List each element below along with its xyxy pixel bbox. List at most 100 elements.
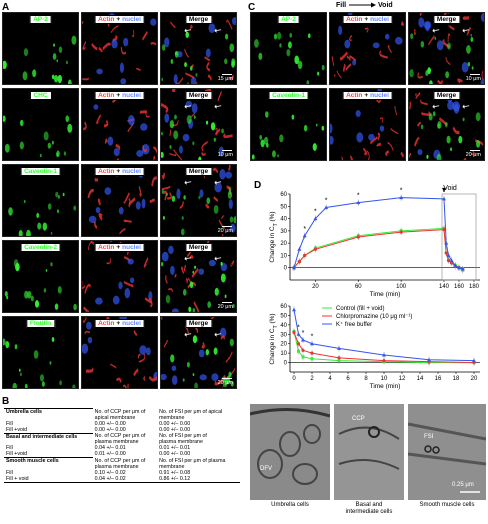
data-point: [310, 357, 314, 361]
micrograph: AP-2: [250, 12, 327, 85]
micrograph: Flotilin: [2, 316, 79, 389]
data-point: [382, 359, 386, 363]
significance-star: *: [303, 226, 306, 233]
table-row: Fill +void 0.00 +/– 0.00 0.00 +/– 0.00: [6, 426, 191, 433]
micrograph: Actin + nuclei: [81, 316, 158, 389]
data-point: [297, 247, 302, 251]
x-tick-label: 2: [310, 376, 314, 382]
merge-label: Merge: [432, 91, 461, 100]
zoom-box: [441, 193, 477, 281]
micrograph: Merge ↙ ↙ 20 μm: [160, 164, 237, 237]
micrograph: AP-2: [2, 12, 79, 85]
x-tick-label: 6: [346, 376, 350, 382]
data-point: [292, 330, 296, 334]
micrograph: Merge ↙ ↙ 20 μm: [160, 316, 237, 389]
data-point: [444, 251, 448, 255]
micrograph: Actin + nuclei: [81, 88, 158, 161]
scale-label: 10 μm: [217, 152, 233, 158]
marker-label: CHC: [29, 91, 52, 100]
table-row: Fill 0.10 +/– 0.02 0.91 +/– 0.08: [6, 469, 191, 476]
marker-label: Flotilin: [25, 319, 56, 328]
data-point: [296, 332, 301, 336]
em-caption-smooth: Smooth muscle cells: [419, 502, 475, 508]
micrograph: Actin + nuclei: [81, 240, 158, 313]
data-point: [302, 233, 307, 238]
dfv-label: DFV: [260, 466, 272, 472]
scale-label: 20 μm: [217, 380, 233, 386]
chart-void-detail: 0 10 20 30 40 50 60 0 2 4 6 8 10 12 14 16 18 20 Time (min)…: [269, 304, 480, 390]
significance-star: *: [297, 324, 300, 331]
merge-label: Merge: [184, 319, 213, 328]
data-point: [296, 342, 301, 346]
significance-star: *: [302, 330, 305, 337]
data-point: [297, 349, 300, 353]
marker-label: Caveolin-2: [20, 243, 61, 252]
data-point: [310, 351, 314, 355]
em-basal: CCP: [334, 404, 404, 500]
scale-bar: [222, 73, 232, 75]
micrograph: Merge ↙ ↙ 10 μm: [408, 12, 485, 85]
micrograph: Actin + nuclei: [329, 88, 406, 161]
x-tick-label: 16: [435, 376, 442, 382]
scale-label: 15 μm: [217, 76, 233, 82]
micrograph: Actin + nuclei: [81, 12, 158, 85]
x-tick-label: 10: [381, 376, 388, 382]
y-tick-label: 60: [280, 192, 287, 198]
scale-label: 20 μm: [217, 228, 233, 234]
data-point: [337, 356, 341, 360]
actin-nuclei-label: Actin + nuclei: [94, 167, 145, 176]
significance-star: *: [443, 189, 446, 196]
actin-nuclei-label: Actin + nuclei: [94, 91, 145, 100]
data-point: [399, 230, 403, 234]
merge-label: Merge: [184, 15, 213, 24]
micrograph: Merge ↙ ↙ 20 μm: [408, 88, 485, 161]
y-tick-label: 30: [280, 229, 287, 235]
table-section-umbrella: Umbrella cells No. of CCP per μm of apica…: [4, 408, 240, 421]
data-point: [472, 358, 476, 363]
scale-label: 10 μm: [465, 76, 481, 82]
col-header-ccp: No. of CCP per μm of plasma membrane: [94, 457, 146, 470]
panel-letter-d: D: [254, 180, 262, 191]
data-point: [442, 196, 446, 201]
legend-entry: K⁺ free buffer: [336, 321, 372, 328]
micrograph: Actin + nuclei: [81, 164, 158, 237]
x-tick-label: 100: [396, 284, 407, 290]
marker-label: AP-2: [277, 15, 300, 24]
actin-nuclei-label: Actin + nuclei: [94, 243, 145, 252]
ccp-label: CCP: [352, 416, 365, 422]
data-point: [449, 258, 454, 262]
merge-label: Merge: [432, 15, 461, 24]
x-tick-label: 4: [328, 376, 332, 382]
data-point: [337, 346, 341, 350]
panel-letter-c: C: [248, 2, 256, 13]
scale-bar: [470, 149, 480, 151]
data-point: [310, 341, 314, 346]
data-point: [446, 258, 451, 262]
data-point: [427, 357, 431, 362]
y-tick-label: 40: [280, 323, 287, 329]
data-point: [324, 205, 329, 210]
scale-bar: [222, 149, 232, 151]
data-point: [442, 228, 446, 232]
scale-label: 20 μm: [217, 304, 233, 310]
section-label: Smooth muscle cells: [4, 457, 93, 470]
table-section-basal: Basal and intermediate cells No. of CCP …: [4, 432, 240, 445]
panel-letter-a: A: [2, 2, 10, 13]
data-point: [446, 253, 451, 257]
data-point: [301, 337, 305, 342]
scale-bar: [222, 301, 232, 303]
y-tick-label: 0: [284, 361, 288, 367]
void-label: Void: [378, 2, 393, 9]
fill-void-header: Fill Void: [336, 2, 393, 9]
data-point: [444, 241, 449, 245]
em-scale-label: 0.25 μm: [452, 482, 474, 488]
micrograph: Caveolin-1: [250, 88, 327, 161]
series-line: [293, 229, 463, 270]
data-point: [292, 307, 296, 312]
significance-star: *: [357, 193, 360, 200]
em-smooth: FSI 0.25 μm: [408, 404, 486, 500]
table-row: Fill 0.04 +/– 0.01 0.01 +/– 0.01: [6, 445, 191, 451]
data-point: [356, 200, 361, 205]
scale-bar: [222, 225, 232, 227]
micrograph: Caveolin-2: [2, 240, 79, 313]
